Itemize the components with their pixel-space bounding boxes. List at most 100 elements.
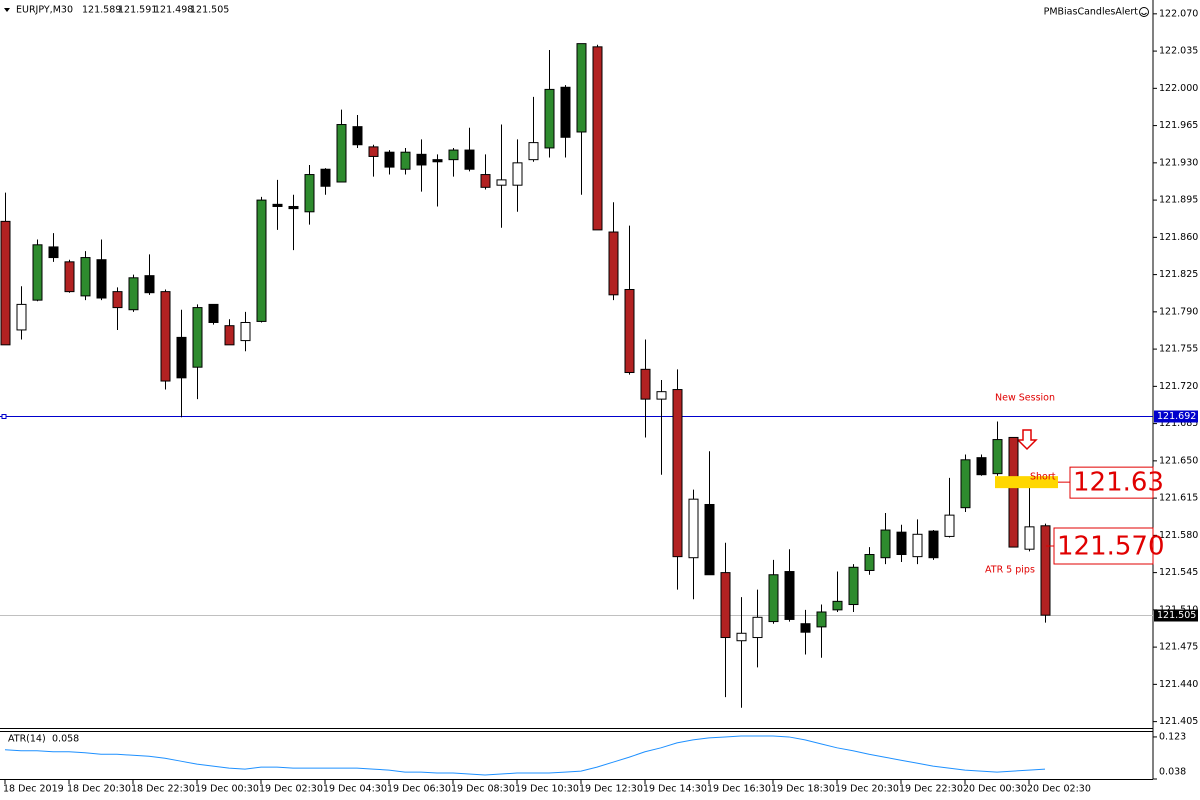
candle-body [1024, 526, 1035, 550]
candle-body [192, 307, 203, 368]
header-close: 121.505 [190, 5, 229, 16]
indicator-name: PMBiasCandlesAlert [1044, 7, 1139, 18]
atr-tick-label: 0.123 [1159, 731, 1186, 742]
entry-price: 121.63 [1073, 468, 1164, 498]
candle-body [112, 291, 123, 309]
candle-body [784, 571, 795, 620]
candle-body [704, 503, 715, 576]
candle-body [416, 153, 427, 166]
candle-body [400, 151, 411, 170]
candle-body [304, 174, 315, 213]
candle-body [432, 159, 443, 163]
candle-body [816, 611, 827, 628]
header-low: 121.498 [154, 5, 193, 16]
candle-body [592, 46, 603, 231]
exit-price: 121.570 [1057, 532, 1165, 562]
candle-body [544, 88, 555, 149]
y-tick-label: 121.650 [1159, 455, 1198, 466]
x-tick-label: 19 Dec 00:30 [195, 784, 259, 795]
x-tick-label: 18 Dec 20:30 [67, 784, 131, 795]
short-label: Short [1030, 472, 1056, 483]
candle-body [896, 531, 907, 556]
candle-body [160, 291, 171, 382]
x-tick-label: 19 Dec 02:30 [259, 784, 323, 795]
y-tick-label: 121.965 [1159, 120, 1198, 131]
candle-body [368, 146, 379, 157]
y-tick-label: 121.895 [1159, 195, 1198, 206]
candle-body [1008, 436, 1019, 548]
candle-body [80, 257, 91, 297]
y-tick-label: 121.930 [1159, 157, 1198, 168]
short-marker [995, 476, 1058, 489]
y-tick-label: 121.755 [1159, 344, 1198, 355]
candle-body [688, 498, 699, 559]
y-tick-label: 121.615 [1159, 493, 1198, 504]
y-tick-label: 122.035 [1159, 46, 1198, 57]
new-session-label: New Session [995, 393, 1055, 404]
price-line-label: 121.505 [1157, 610, 1196, 621]
x-tick-label: 19 Dec 10:30 [515, 784, 579, 795]
price-line-box [1154, 609, 1198, 622]
candle-body [640, 368, 651, 400]
x-tick-label: 19 Dec 12:30 [579, 784, 643, 795]
y-tick-label: 121.405 [1159, 716, 1198, 727]
x-tick-label: 19 Dec 22:30 [899, 784, 963, 795]
candle-body [624, 288, 635, 374]
candle-body [336, 124, 347, 183]
candle-body [128, 277, 139, 311]
x-tick-label: 20 Dec 02:30 [1027, 784, 1091, 795]
x-tick-label: 20 Dec 00:30 [963, 784, 1027, 795]
candle-body [144, 275, 155, 294]
candle-body [16, 303, 27, 331]
candle-body [864, 554, 875, 571]
candle-body [64, 261, 75, 293]
candle-body [848, 566, 859, 606]
y-tick-label: 121.580 [1159, 530, 1198, 541]
entry-box [1069, 466, 1154, 499]
candle-body [944, 514, 955, 537]
candle-body [992, 439, 1003, 475]
candle-body [1040, 525, 1051, 616]
y-tick-label: 121.720 [1159, 381, 1198, 392]
x-tick-label: 19 Dec 06:30 [387, 784, 451, 795]
x-tick-label: 19 Dec 08:30 [451, 784, 515, 795]
candle-body [480, 174, 491, 188]
candle-body [224, 325, 235, 346]
smiley-icon [1139, 7, 1149, 17]
candle-body [752, 616, 763, 639]
symbol-menu-icon[interactable] [4, 8, 10, 12]
candle-body [32, 244, 43, 301]
y-tick-label: 122.070 [1159, 8, 1198, 19]
y-tick-label: 122.000 [1159, 83, 1198, 94]
candle-body [560, 86, 571, 138]
candle-body [912, 533, 923, 558]
candle-body [288, 205, 299, 210]
y-tick-label: 121.790 [1159, 306, 1198, 317]
header-high: 121.591 [118, 5, 157, 16]
candle-body [208, 303, 219, 323]
candle-body [240, 321, 251, 342]
header-open: 121.589 [82, 5, 121, 16]
candle-body [656, 391, 667, 400]
candle-body [320, 168, 331, 187]
x-tick-label: 19 Dec 20:30 [835, 784, 899, 795]
y-tick-label: 121.860 [1159, 232, 1198, 243]
candle-body [0, 220, 11, 346]
y-tick-label: 121.685 [1159, 418, 1198, 429]
atr-line [4, 735, 1046, 776]
candle-body [256, 199, 267, 322]
y-tick-label: 121.475 [1159, 642, 1198, 653]
y-tick-label: 121.825 [1159, 269, 1198, 280]
x-tick-label: 19 Dec 04:30 [323, 784, 387, 795]
price-line-handle [1, 414, 7, 419]
candle-body [352, 126, 363, 146]
symbol: EURJPY,M30 [16, 5, 73, 16]
candle-body [512, 162, 523, 186]
candle-body [96, 259, 107, 299]
candle-body [448, 149, 459, 161]
candle-body [528, 142, 539, 161]
x-tick-label: 19 Dec 14:30 [643, 784, 707, 795]
x-tick-label: 18 Dec 22:30 [131, 784, 195, 795]
candle-body [176, 336, 187, 379]
